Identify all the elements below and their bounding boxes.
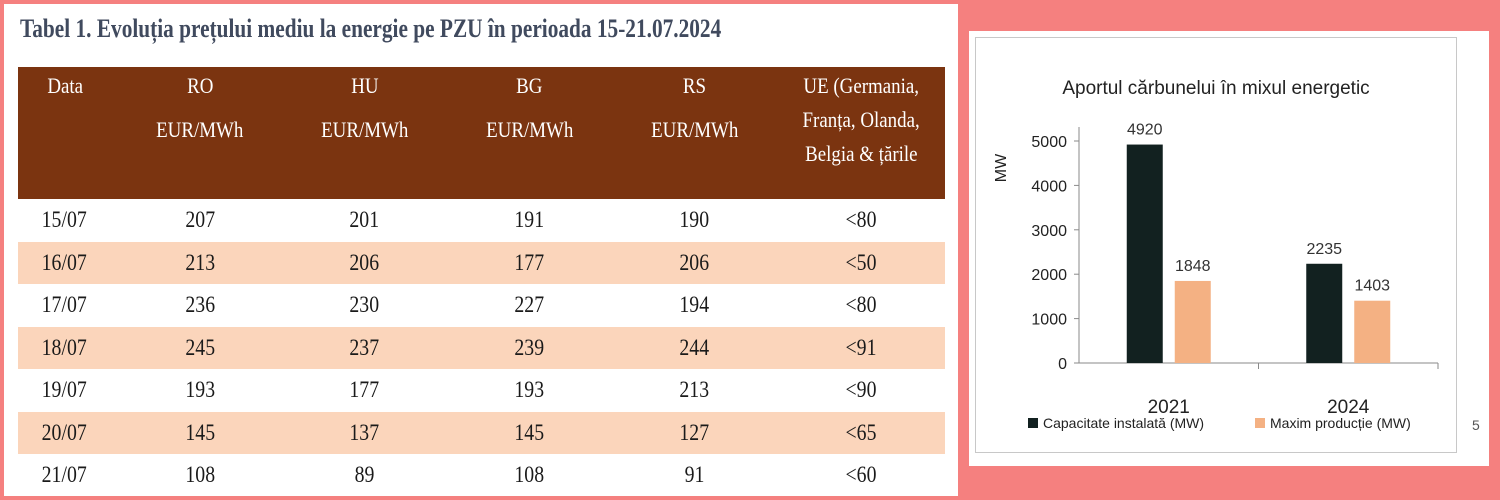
cell-date: 21/07 — [41, 462, 87, 488]
cell-hu: 177 — [349, 377, 380, 403]
bar-data-label: 2235 — [1306, 241, 1342, 258]
table-row: 21/07 108 89 108 91 <60 — [18, 454, 945, 497]
cell-date: 20/07 — [18, 411, 118, 454]
cell-bg: 239 — [447, 326, 612, 369]
cell-date: 15/07 — [41, 207, 87, 233]
y-axis-label: MW — [993, 153, 1010, 182]
y-tick-label: 2000 — [1031, 267, 1067, 284]
cell-hu: 237 — [282, 326, 447, 369]
cell-bg: 145 — [447, 411, 612, 454]
price-table: Data RO EUR/MWh HU EUR/MWh BG EUR/MWh RS… — [18, 67, 945, 497]
cell-date: 18/07 — [18, 326, 118, 369]
edge-glyph: 5 — [1472, 417, 1480, 433]
price-table-panel: Tabel 1. Evoluția prețului mediu la ener… — [4, 4, 958, 496]
bar-data-label: 1403 — [1354, 278, 1390, 295]
cell-ro: 207 — [185, 207, 215, 233]
cell-bg: 227 — [514, 292, 545, 318]
cell-bg: 177 — [447, 241, 612, 284]
table-header-row: Data RO EUR/MWh HU EUR/MWh BG EUR/MWh RS… — [18, 67, 945, 199]
cell-ue: <80 — [845, 292, 877, 318]
x-tick-label: 2024 — [1327, 397, 1370, 418]
cell-date: 16/07 — [18, 241, 118, 284]
y-tick-label: 4000 — [1031, 178, 1067, 195]
cell-hu: 89 — [354, 462, 375, 488]
cell-ue: <65 — [777, 411, 945, 454]
header-rs: RS EUR/MWh — [612, 67, 777, 199]
cell-ue: <91 — [777, 326, 945, 369]
header-ro: RO EUR/MWh — [118, 67, 282, 199]
cell-ro: 108 — [185, 462, 215, 488]
bar-capacity-2021 — [1126, 144, 1163, 363]
cell-bg: 108 — [514, 462, 545, 488]
cell-ro: 236 — [185, 292, 215, 318]
cell-bg: 191 — [514, 207, 545, 233]
header-ue: UE (Germania, Franța, Olanda, Belgia & ț… — [777, 67, 945, 199]
legend-label: Maxim producție (MW) — [1270, 415, 1411, 431]
header-data: Data — [18, 67, 118, 199]
chart-frame: Aportul cărbunelui în mixul energetic MW 0… — [975, 37, 1457, 453]
cell-ue: <60 — [845, 462, 877, 488]
bar-data-label: 1848 — [1175, 258, 1211, 275]
y-tick-label: 1000 — [1031, 312, 1067, 329]
bar-capacity-2024 — [1306, 263, 1343, 363]
chart-panel: Aportul cărbunelui în mixul energetic MW 0… — [969, 31, 1489, 466]
table-row: 19/07 193 177 193 213 <90 — [18, 369, 945, 412]
cell-hu: 201 — [349, 207, 380, 233]
table-row: 17/07 236 230 227 194 <80 — [18, 284, 945, 327]
cell-date: 19/07 — [41, 377, 87, 403]
y-tick-label: 3000 — [1031, 223, 1067, 240]
cell-rs: 194 — [679, 292, 710, 318]
cell-ue: <90 — [845, 377, 877, 403]
table-row: 20/07 145 137 145 127 <65 — [18, 411, 945, 454]
bar-production-2024 — [1354, 300, 1391, 363]
cell-rs: 213 — [679, 377, 710, 403]
table-row: 18/07 245 237 239 244 <91 — [18, 326, 945, 369]
cell-bg: 193 — [514, 377, 545, 403]
table-title: Tabel 1. Evoluția prețului mediu la ener… — [20, 14, 722, 43]
cell-rs: 127 — [612, 411, 777, 454]
cell-rs: 244 — [612, 326, 777, 369]
cell-ro: 213 — [118, 241, 282, 284]
legend-swatch — [1255, 418, 1265, 428]
cell-rs: 190 — [679, 207, 710, 233]
table-row: 15/07 207 201 191 190 <80 — [18, 199, 945, 242]
cell-hu: 206 — [282, 241, 447, 284]
x-tick-label: 2021 — [1148, 397, 1190, 418]
cell-date: 17/07 — [41, 292, 87, 318]
legend-label: Capacitate instalată (MW) — [1043, 415, 1204, 431]
y-tick-label: 5000 — [1031, 134, 1067, 151]
cell-ro: 145 — [118, 411, 282, 454]
cell-rs: 206 — [612, 241, 777, 284]
table-row: 16/07 213 206 177 206 <50 — [18, 241, 945, 284]
header-bg: BG EUR/MWh — [447, 67, 612, 199]
bar-production-2021 — [1174, 280, 1211, 363]
cell-ro: 193 — [185, 377, 215, 403]
chart-title: Aportul cărbunelui în mixul energetic — [1062, 78, 1369, 99]
legend-swatch — [1028, 418, 1038, 428]
cell-hu: 230 — [349, 292, 380, 318]
cell-rs: 91 — [684, 462, 705, 488]
header-hu: HU EUR/MWh — [282, 67, 447, 199]
cell-ro: 245 — [118, 326, 282, 369]
cell-hu: 137 — [282, 411, 447, 454]
coal-mix-bar-chart: Aportul cărbunelui în mixul energetic MW 0… — [993, 78, 1439, 431]
bar-data-label: 4920 — [1127, 122, 1163, 139]
cell-ue: <50 — [777, 241, 945, 284]
cell-ue: <80 — [845, 207, 877, 233]
y-tick-label: 0 — [1058, 356, 1067, 373]
